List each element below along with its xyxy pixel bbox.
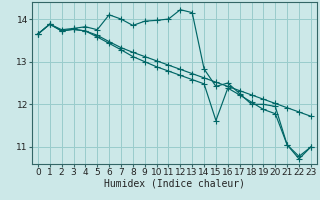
X-axis label: Humidex (Indice chaleur): Humidex (Indice chaleur) — [104, 179, 245, 189]
